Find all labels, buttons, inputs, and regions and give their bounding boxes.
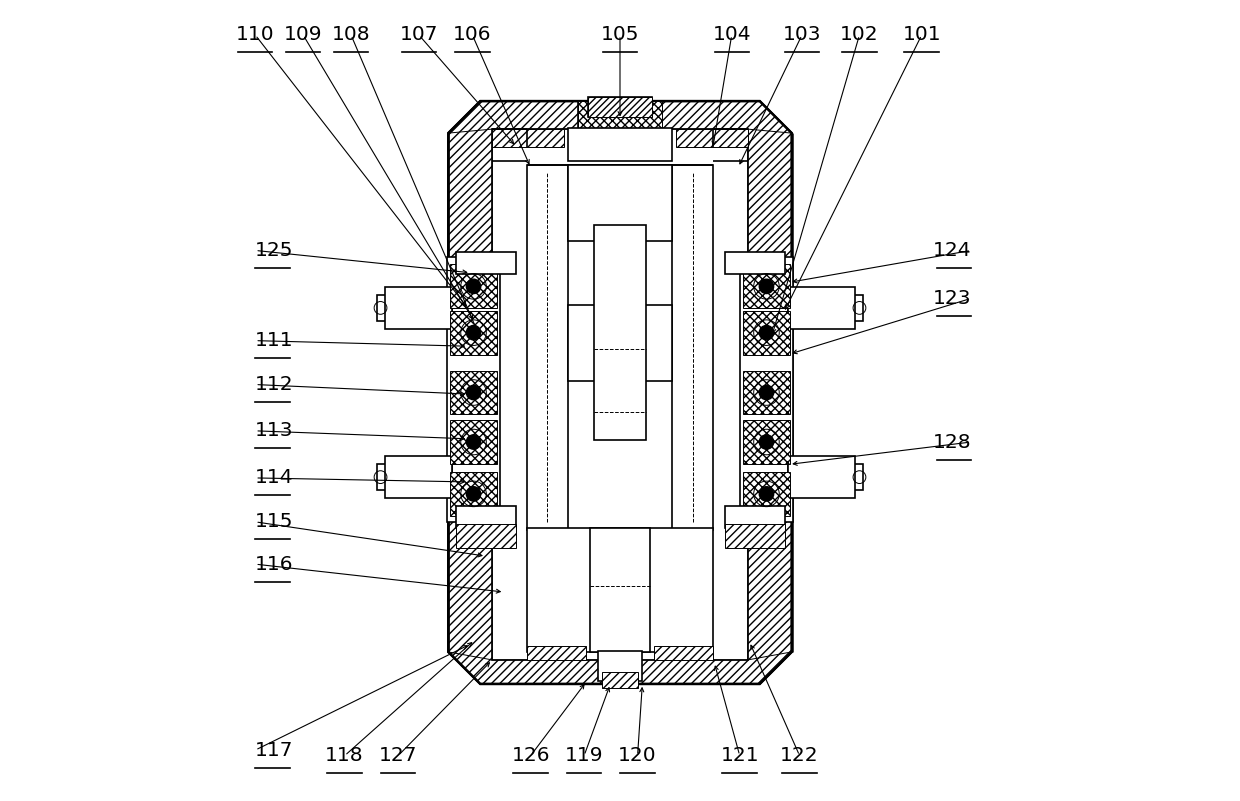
Circle shape (466, 487, 481, 501)
Bar (598, 651, 642, 682)
Circle shape (759, 280, 774, 293)
Text: 128: 128 (932, 433, 971, 452)
Bar (450, 311, 497, 355)
Bar (590, 528, 650, 652)
Bar (578, 101, 662, 129)
Circle shape (466, 385, 481, 400)
Bar (743, 472, 790, 516)
Polygon shape (748, 101, 791, 684)
Bar (672, 165, 713, 529)
Text: 110: 110 (236, 26, 274, 44)
Bar (456, 524, 516, 548)
Polygon shape (449, 101, 791, 684)
Text: 126: 126 (511, 747, 549, 765)
Polygon shape (449, 101, 791, 133)
Text: 120: 120 (619, 747, 657, 765)
Circle shape (466, 435, 481, 449)
Text: 124: 124 (932, 241, 971, 260)
Bar (676, 129, 748, 147)
Text: 114: 114 (255, 469, 294, 488)
Circle shape (466, 280, 481, 293)
Bar (743, 264, 790, 308)
Bar (743, 371, 790, 414)
Text: 105: 105 (600, 26, 640, 44)
Bar (653, 646, 713, 660)
Text: 106: 106 (453, 26, 491, 44)
Bar (725, 252, 785, 275)
Text: 111: 111 (255, 331, 294, 350)
Text: 123: 123 (932, 289, 971, 308)
Bar (463, 252, 515, 267)
Bar (603, 672, 637, 688)
Text: 109: 109 (284, 26, 322, 44)
Text: 125: 125 (255, 241, 294, 260)
Bar (743, 420, 790, 464)
Bar (787, 295, 863, 320)
Bar (456, 506, 516, 528)
Bar (568, 165, 672, 241)
Bar (377, 295, 453, 320)
Circle shape (466, 325, 481, 340)
Bar (527, 646, 587, 660)
Bar (725, 524, 785, 548)
Circle shape (759, 487, 774, 501)
Bar (743, 311, 790, 355)
Bar (787, 457, 856, 498)
Bar (450, 420, 497, 464)
Text: 118: 118 (325, 747, 363, 765)
Text: 113: 113 (255, 421, 294, 441)
Bar (578, 101, 662, 129)
Text: 119: 119 (565, 747, 604, 765)
Bar (588, 97, 652, 117)
Bar (456, 252, 516, 275)
Text: 104: 104 (713, 26, 751, 44)
Text: 121: 121 (720, 747, 759, 765)
Bar (527, 165, 568, 529)
Text: 117: 117 (255, 741, 294, 759)
Text: 102: 102 (841, 26, 879, 44)
Circle shape (759, 385, 774, 400)
Bar (725, 506, 785, 528)
Bar (594, 225, 646, 441)
Text: 112: 112 (255, 375, 294, 394)
Polygon shape (449, 101, 492, 684)
Bar (568, 127, 672, 161)
Bar (740, 257, 794, 521)
Text: 103: 103 (782, 26, 821, 44)
Bar (450, 371, 497, 414)
Bar (446, 257, 500, 521)
Bar (492, 129, 564, 147)
Circle shape (759, 435, 774, 449)
Bar (568, 304, 672, 380)
Bar (450, 264, 497, 308)
Circle shape (759, 325, 774, 340)
Text: 115: 115 (255, 513, 294, 531)
Text: 116: 116 (255, 554, 294, 574)
Text: 108: 108 (331, 26, 371, 44)
Bar (450, 472, 497, 516)
Text: 122: 122 (780, 747, 818, 765)
Text: 101: 101 (903, 26, 941, 44)
Bar (384, 287, 453, 328)
Bar (527, 528, 713, 652)
Bar (787, 287, 856, 328)
Bar (787, 465, 863, 490)
Bar (492, 129, 748, 660)
Bar (384, 457, 453, 498)
Polygon shape (449, 652, 791, 684)
Bar (377, 465, 453, 490)
Text: 127: 127 (379, 747, 418, 765)
Bar (588, 97, 652, 117)
Text: 107: 107 (399, 26, 438, 44)
